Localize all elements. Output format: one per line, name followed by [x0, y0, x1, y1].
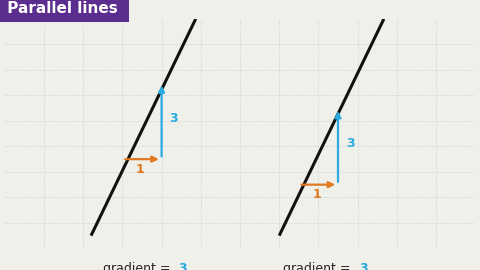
Text: 3: 3: [179, 262, 187, 270]
Text: 3: 3: [169, 112, 178, 125]
Text: 3: 3: [346, 137, 354, 150]
Text: 1: 1: [136, 163, 144, 176]
Text: Parallel lines: Parallel lines: [2, 1, 123, 16]
Text: 1: 1: [312, 188, 321, 201]
Text: gradient =: gradient =: [283, 262, 355, 270]
Text: 3: 3: [359, 262, 367, 270]
Text: gradient =: gradient =: [103, 262, 174, 270]
